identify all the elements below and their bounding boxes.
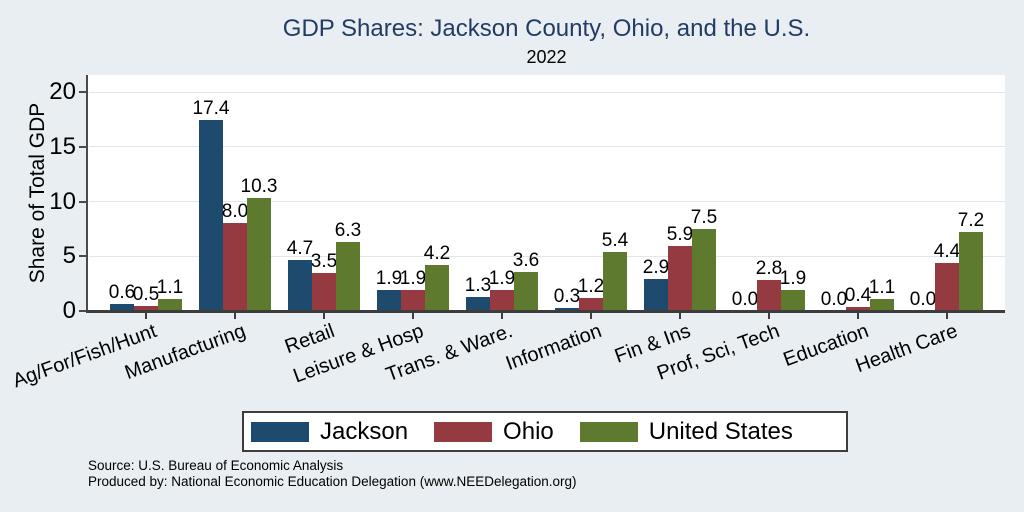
- legend-swatch-ohio: [434, 421, 493, 442]
- y-tick-10: [79, 200, 87, 203]
- value-label: 1.2: [577, 275, 605, 297]
- source-block: Source: U.S. Bureau of Economic Analysis…: [88, 458, 577, 489]
- value-label: 2.9: [642, 257, 670, 279]
- value-label: 17.4: [192, 98, 230, 120]
- bar-united-states-3: [425, 265, 449, 311]
- legend-label-ohio: Ohio: [503, 417, 554, 445]
- bar-ohio-5: [579, 297, 603, 311]
- x-tick-7: [768, 313, 770, 319]
- y-tick-label-0: 0: [62, 297, 76, 324]
- x-axis-line: [86, 310, 1005, 313]
- bar-ohio-8: [846, 306, 870, 311]
- bar-united-states-4: [514, 271, 538, 311]
- produced-by-line: Produced by: National Economic Education…: [88, 473, 577, 489]
- gridline-y-10: [89, 201, 1005, 202]
- y-tick-20: [79, 91, 87, 93]
- value-label: 1.1: [156, 276, 184, 298]
- legend-entry-ohio: Ohio: [434, 417, 554, 445]
- value-label: 7.5: [690, 206, 718, 228]
- gridline-y-20: [89, 91, 1005, 93]
- legend: Jackson Ohio United States: [242, 411, 848, 452]
- source-line: Source: U.S. Bureau of Economic Analysis: [88, 458, 344, 473]
- value-label: 0.0: [909, 289, 937, 310]
- bar-ohio-6: [668, 246, 692, 311]
- y-tick-label-20: 20: [49, 78, 76, 105]
- value-label: 0.5: [132, 283, 160, 305]
- bar-ohio-3: [401, 290, 425, 311]
- x-tick-0: [145, 313, 147, 319]
- bar-jackson-4: [466, 296, 490, 311]
- value-label: 1.9: [399, 268, 427, 290]
- value-label: 5.9: [666, 224, 694, 246]
- value-label: 5.4: [601, 229, 629, 251]
- x-tick-6: [679, 313, 681, 319]
- value-label: 4.4: [933, 240, 961, 262]
- bar-united-states-6: [692, 228, 716, 311]
- bar-ohio-0: [134, 305, 158, 311]
- gridline-y-5: [89, 255, 1005, 257]
- y-tick-15: [79, 145, 87, 148]
- y-tick-label-15: 15: [49, 132, 76, 160]
- x-tick-1: [234, 313, 236, 319]
- value-label: 6.3: [334, 220, 362, 241]
- y-tick-label-10: 10: [49, 187, 76, 215]
- x-tick-4: [501, 313, 503, 319]
- value-label: 0.3: [553, 285, 581, 307]
- value-label: 0.0: [820, 289, 848, 310]
- value-label: 10.3: [240, 176, 278, 198]
- bar-ohio-7: [757, 280, 781, 311]
- value-label: 3.6: [512, 249, 540, 271]
- value-label: 4.7: [286, 237, 314, 259]
- value-label: 0.4: [844, 284, 872, 306]
- bar-jackson-6: [644, 279, 668, 311]
- legend-label-jackson: Jackson: [320, 417, 409, 445]
- gridline-y-15: [89, 146, 1005, 148]
- value-label: 0.0: [731, 289, 759, 310]
- bar-ohio-1: [223, 223, 247, 311]
- legend-entry-jackson: Jackson: [251, 417, 409, 445]
- value-label: 3.5: [310, 250, 338, 272]
- bar-jackson-5: [555, 307, 579, 311]
- legend-label-united-states: United States: [648, 417, 793, 445]
- bar-united-states-8: [870, 298, 894, 311]
- value-label: 1.3: [464, 274, 492, 296]
- x-tick-8: [857, 313, 859, 319]
- y-axis-line: [86, 75, 88, 312]
- value-label: 4.2: [423, 243, 451, 264]
- value-label: 1.9: [375, 268, 403, 290]
- bar-united-states-2: [336, 242, 360, 311]
- y-tick-5: [79, 255, 87, 258]
- bar-ohio-9: [935, 262, 959, 311]
- value-label: 8.0: [221, 201, 249, 223]
- legend-entry-united-states: United States: [579, 417, 793, 445]
- value-label: 2.8: [755, 258, 783, 280]
- bar-united-states-5: [603, 251, 627, 311]
- x-tick-2: [323, 313, 325, 319]
- legend-swatch-jackson: [251, 421, 309, 442]
- y-tick-label-5: 5: [62, 242, 76, 270]
- bar-united-states-1: [247, 198, 271, 311]
- x-tick-3: [412, 313, 414, 319]
- value-label: 1.1: [868, 276, 896, 298]
- value-label: 1.9: [779, 268, 807, 290]
- bar-jackson-1: [199, 120, 223, 311]
- x-tick-5: [590, 313, 592, 319]
- bar-jackson-3: [377, 290, 401, 311]
- bar-jackson-2: [288, 259, 312, 311]
- value-label: 0.6: [108, 282, 136, 304]
- x-tick-9: [946, 313, 948, 319]
- y-tick-0: [79, 310, 87, 312]
- bar-united-states-0: [158, 298, 182, 311]
- chart-subtitle: 2022: [526, 47, 567, 67]
- legend-swatch-united-states: [579, 421, 638, 442]
- bar-united-states-7: [781, 290, 805, 311]
- bar-united-states-9: [959, 232, 983, 311]
- bar-ohio-4: [490, 290, 514, 311]
- bar-ohio-2: [312, 272, 336, 311]
- bar-jackson-0: [110, 304, 134, 311]
- value-label: 7.2: [957, 210, 985, 232]
- chart-title: GDP Shares: Jackson County, Ohio, and th…: [282, 15, 811, 42]
- value-label: 1.9: [488, 268, 516, 290]
